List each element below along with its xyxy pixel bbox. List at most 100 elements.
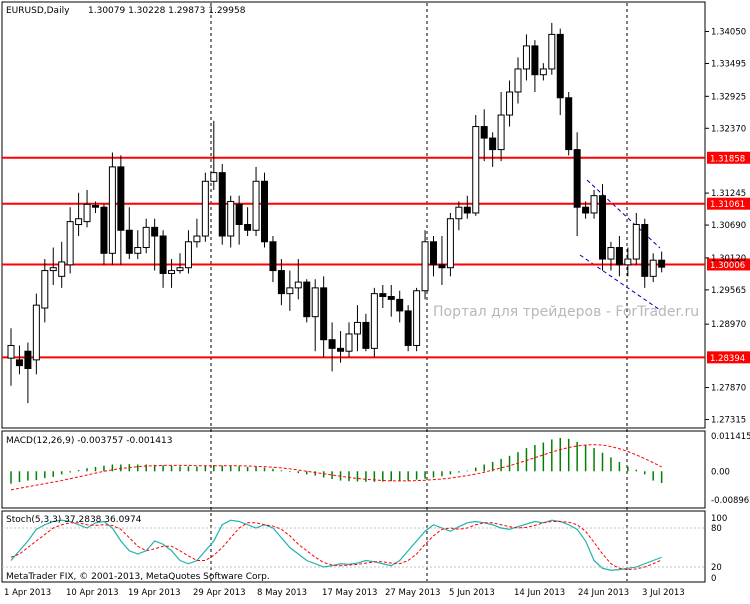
candle-45	[387, 284, 395, 317]
candle-57	[489, 132, 497, 167]
candle-37	[320, 276, 328, 357]
candle-70	[599, 184, 606, 271]
candle-body	[573, 149, 581, 208]
candle-body	[624, 258, 632, 266]
candle-body	[599, 195, 606, 260]
candle-8	[75, 192, 83, 237]
candle-77	[658, 251, 666, 273]
candle-body	[117, 166, 125, 231]
candle-body	[252, 180, 260, 231]
candle-67	[573, 132, 581, 237]
copyright-text: MetaTrader FIX, © 2001-2013, MetaQuotes …	[6, 572, 270, 582]
candle-body	[83, 203, 91, 223]
candle-38	[328, 322, 336, 372]
candle-body	[151, 226, 159, 237]
candle-body	[353, 321, 361, 335]
candle-27	[235, 195, 243, 245]
candle-42	[362, 313, 370, 352]
stoch-label: Stoch(5,3,3) 37.2838 36.0974	[6, 515, 142, 525]
candle-body	[404, 310, 412, 346]
date-label-3: 29 Apr 2013	[193, 588, 246, 598]
candle-body	[649, 259, 657, 277]
stochastic-pane[interactable]	[1, 510, 706, 583]
candle-9	[83, 189, 91, 228]
candle-64	[548, 22, 556, 75]
macd-label: MACD(12,26,9) -0.003757 -0.001413	[6, 436, 172, 446]
date-label-1: 10 Apr 2013	[66, 588, 119, 598]
candle-body	[193, 235, 201, 243]
level-tag-1	[707, 197, 750, 210]
candle-2	[24, 342, 32, 404]
price-label-6: 1.30120	[711, 254, 746, 264]
level-tag-0	[707, 151, 750, 164]
candle-26	[227, 195, 235, 248]
candle-49	[421, 230, 429, 300]
candle-body	[286, 287, 294, 295]
candle-body	[582, 206, 590, 214]
candle-51	[438, 236, 446, 285]
candle-40	[345, 322, 353, 357]
candle-body	[58, 261, 66, 277]
candle-60	[514, 57, 522, 104]
candle-body	[480, 126, 488, 139]
date-label-9: 24 Jun 2013	[578, 588, 629, 598]
candle-body	[607, 247, 615, 260]
candle-body	[565, 97, 573, 151]
candle-body	[294, 281, 302, 289]
candle-48	[413, 287, 421, 352]
price-label-9: 1.27870	[711, 384, 746, 394]
candle-body	[24, 350, 32, 370]
macd-pane[interactable]	[1, 430, 706, 509]
candle-76	[649, 253, 657, 283]
candle-50	[430, 236, 437, 277]
price-label-3: 1.32370	[711, 124, 746, 134]
candle-22	[193, 218, 201, 248]
candle-body	[362, 321, 370, 349]
candle-body	[489, 137, 497, 151]
candle-58	[497, 91, 505, 162]
candle-body	[210, 172, 218, 182]
candle-body	[387, 296, 395, 300]
candle-body	[311, 287, 319, 318]
candle-41	[353, 305, 361, 352]
candle-body	[539, 68, 547, 76]
candle-43	[370, 287, 378, 357]
stoch-axis-label-2: 20	[711, 563, 722, 573]
macd-signal	[10, 444, 662, 491]
candle-body	[370, 293, 378, 349]
candle-body	[472, 126, 480, 214]
candle-14	[125, 207, 133, 260]
candle-body	[463, 206, 471, 214]
price-pane[interactable]	[1, 1, 706, 429]
candle-body	[269, 241, 277, 272]
candle-body	[345, 333, 353, 352]
macd-axis-label-0: 0.011415	[711, 432, 750, 442]
candle-body	[15, 359, 23, 367]
candle-29	[252, 166, 260, 237]
candle-body	[590, 195, 598, 214]
candle-body	[438, 264, 446, 269]
candle-body	[548, 33, 556, 70]
price-label-4: 1.31245	[711, 189, 746, 199]
candle-6	[58, 241, 66, 288]
candle-body	[396, 298, 404, 312]
candle-body	[100, 206, 108, 254]
candle-body	[337, 347, 345, 352]
candle-12	[108, 152, 116, 265]
candle-body	[379, 293, 387, 298]
date-label-5: 17 May 2013	[322, 588, 377, 598]
candle-66	[565, 91, 573, 156]
candle-31	[269, 236, 277, 283]
candle-18	[159, 230, 167, 288]
candle-body	[506, 91, 514, 116]
date-axis: 1 Apr 2013 10 Apr 2013 19 Apr 2013 29 Apr 2…	[4, 588, 685, 598]
candle-65	[556, 28, 564, 116]
horizontal-levels: 1.31858 1.31061 1.30006 1.28394	[2, 151, 750, 364]
candle-body	[218, 172, 226, 237]
candle-44	[379, 284, 387, 309]
candle-39	[337, 331, 345, 363]
candle-74	[632, 212, 640, 265]
candle-59	[506, 80, 514, 127]
candle-body	[201, 180, 209, 237]
